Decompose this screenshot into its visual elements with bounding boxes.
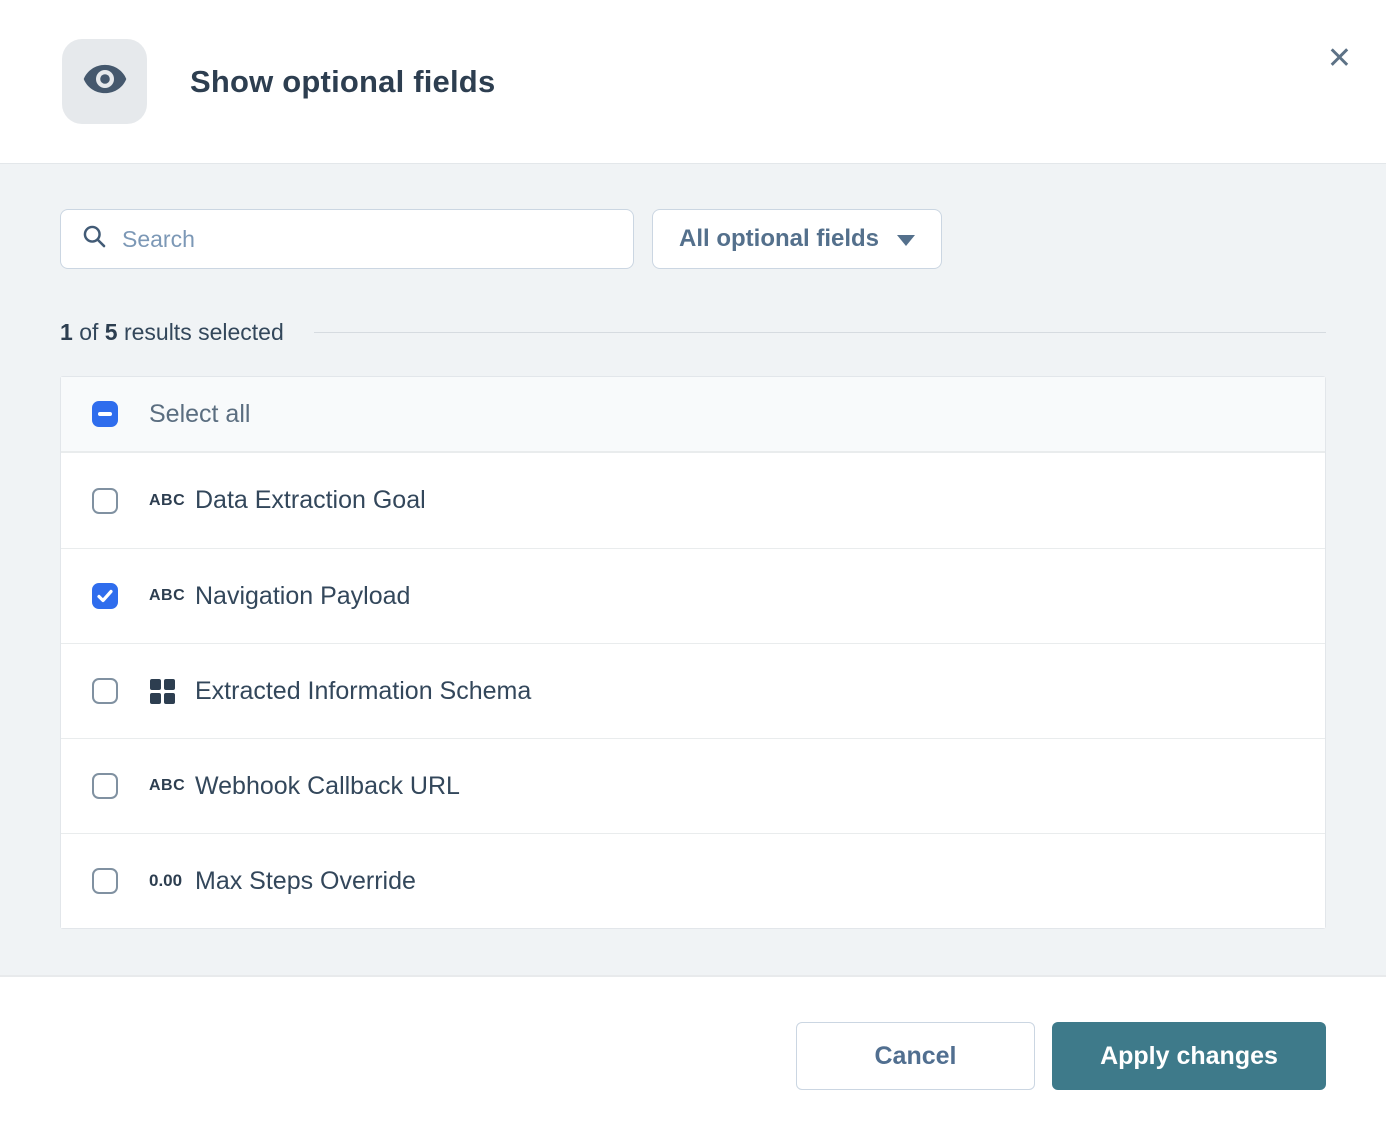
search-row: All optional fields xyxy=(60,209,1326,269)
number-icon: 0.00 xyxy=(149,871,183,890)
field-checkbox[interactable] xyxy=(92,487,118,514)
results-count-text: 1 of 5 results selected xyxy=(60,319,284,346)
total-count: 5 xyxy=(104,319,118,345)
field-row[interactable]: ABC Data Extraction Goal xyxy=(61,453,1325,548)
eye-icon-badge xyxy=(62,39,147,124)
results-row: 1 of 5 results selected xyxy=(60,319,1326,346)
abc-text-icon: ABC xyxy=(149,777,186,794)
field-checkbox[interactable] xyxy=(92,773,118,799)
select-all-checkbox[interactable] xyxy=(92,401,118,427)
field-row[interactable]: ABC Navigation Payload xyxy=(61,548,1325,643)
divider-line xyxy=(313,332,1326,333)
search-input[interactable] xyxy=(122,225,613,253)
field-checkbox[interactable] xyxy=(92,678,118,704)
eye-icon xyxy=(82,56,128,107)
indeterminate-mark-icon xyxy=(98,412,112,416)
selected-count: 1 xyxy=(60,319,73,345)
modal-header: Show optional fields ✕ xyxy=(0,0,1386,163)
of-word: of xyxy=(79,319,99,345)
modal-title: Show optional fields xyxy=(190,63,496,99)
field-label: Webhook Callback URL xyxy=(195,771,460,800)
select-all-row[interactable]: Select all xyxy=(61,377,1325,453)
field-label: Data Extraction Goal xyxy=(195,486,426,514)
field-checkbox[interactable] xyxy=(92,868,118,894)
modal-body: All optional fields 1 of 5 results selec… xyxy=(0,163,1386,975)
field-label: Extracted Information Schema xyxy=(195,676,532,705)
chevron-down-icon xyxy=(897,234,916,246)
field-filter-dropdown[interactable]: All optional fields xyxy=(652,209,943,269)
field-label: Navigation Payload xyxy=(195,581,411,610)
dropdown-selected-value: All optional fields xyxy=(679,225,880,252)
magnifier-icon xyxy=(81,223,108,255)
apply-changes-button[interactable]: Apply changes xyxy=(1052,1022,1326,1090)
field-row[interactable]: 0.00 Max Steps Override xyxy=(61,833,1325,928)
close-icon[interactable]: ✕ xyxy=(1326,42,1352,75)
field-row[interactable]: ABC Webhook Callback URL xyxy=(61,738,1325,833)
results-suffix: results selected xyxy=(123,319,284,345)
grid-icon xyxy=(149,678,195,705)
modal-footer: Cancel Apply changes xyxy=(0,975,1386,1126)
optional-fields-list: Select all ABC Data Extraction Goal ABC … xyxy=(60,376,1326,929)
field-row[interactable]: Extracted Information Schema xyxy=(61,643,1325,738)
field-label: Max Steps Override xyxy=(195,866,416,895)
field-checkbox[interactable] xyxy=(92,583,118,609)
abc-text-icon: ABC xyxy=(149,587,186,604)
cancel-button[interactable]: Cancel xyxy=(796,1022,1035,1090)
select-all-label: Select all xyxy=(149,399,251,428)
abc-text-icon: ABC xyxy=(149,491,186,509)
search-box[interactable] xyxy=(60,209,634,269)
